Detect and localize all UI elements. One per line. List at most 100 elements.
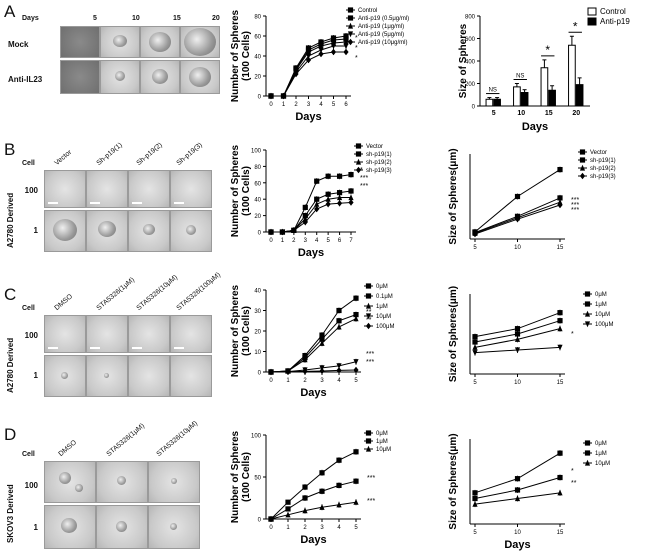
micrograph	[60, 60, 100, 94]
data-point	[348, 194, 354, 201]
y-tick-label: 0	[258, 231, 262, 237]
x-tick-label: 20	[572, 110, 580, 117]
side-label: A2780 Derived	[6, 337, 15, 393]
legend-swatch	[587, 7, 597, 16]
panel-label-d: D	[4, 425, 17, 444]
data-point	[579, 164, 586, 171]
significance-label: ***	[571, 207, 579, 214]
micrograph	[140, 26, 180, 58]
micrograph	[86, 355, 128, 397]
axis-label: (100 Cells)	[241, 166, 252, 216]
micrograph	[86, 170, 128, 208]
side-label: A2780 Derived	[6, 192, 15, 248]
data-point	[305, 53, 312, 60]
column-label: Sh-p19(3)	[175, 141, 204, 167]
data-point	[514, 495, 521, 502]
micrograph	[96, 461, 148, 503]
axis-label: (100 Cells)	[241, 452, 252, 502]
y-tick-label: 0	[472, 105, 476, 111]
data-point	[302, 204, 308, 210]
data-point	[353, 499, 359, 505]
bar	[520, 92, 529, 107]
data-point	[365, 293, 372, 299]
significance-label: NS	[489, 88, 497, 94]
data-point	[472, 339, 478, 345]
data-point	[302, 213, 308, 219]
significance-label: *	[573, 19, 578, 33]
data-point	[365, 445, 372, 452]
legend-label: 100μM	[376, 324, 394, 330]
series-line	[270, 297, 357, 373]
micrograph	[100, 60, 140, 94]
y-tick-label: 20	[254, 330, 261, 336]
y-tick-label: 30	[254, 309, 261, 315]
data-point	[584, 440, 591, 446]
data-point	[472, 230, 478, 238]
chart-b-sphere-size: 5 10 15 Vector sh-p19(1) sh-p19(2) sh-p19(3) **…	[448, 148, 616, 251]
y-tick-label: 40	[254, 55, 261, 61]
x-tick-label: 15	[557, 245, 564, 251]
data-point	[305, 48, 312, 55]
significance-label: NS	[516, 74, 524, 80]
x-tick-label: 15	[557, 530, 564, 536]
significance-label: **	[571, 480, 577, 487]
data-point	[319, 367, 325, 375]
legend-label: Vector	[590, 150, 607, 156]
data-point	[557, 201, 563, 209]
micrograph	[44, 315, 86, 353]
x-tick-label: 10	[514, 380, 521, 386]
data-point	[336, 173, 343, 179]
data-point	[355, 143, 362, 149]
legend-label: sh-p19(1)	[366, 152, 392, 158]
column-label: DMSO	[57, 439, 79, 458]
data-point	[347, 31, 354, 38]
data-point	[336, 200, 343, 207]
data-point	[472, 500, 478, 507]
legend-label: Control	[600, 7, 626, 16]
data-point	[472, 495, 478, 502]
chart-a-sphere-number: 0 20 40 60 80 0 1 2 3 4 5 6 Control Anti-p19 (0.5μg/m…	[230, 7, 409, 123]
chart-b-sphere-number: 0 20 40 60 80 100 0 1 2 3 4 5 6 7 Vector sh-p19(1) sh-p1…	[230, 143, 392, 259]
y-tick-label: 80	[254, 165, 261, 171]
data-point	[472, 490, 478, 496]
x-tick-label: 10	[514, 530, 521, 536]
legend-label: 1μM	[595, 302, 607, 308]
data-point	[514, 336, 521, 342]
data-point	[319, 332, 325, 338]
legend-label: 100μM	[595, 322, 613, 328]
x-axis-label: Days	[522, 121, 548, 133]
column-label: 5	[93, 15, 97, 22]
legend-label: 10μM	[376, 314, 391, 320]
legend-label: Vector	[366, 144, 383, 150]
data-point	[557, 450, 563, 456]
axis-label: Size of Spheres(μm)	[448, 286, 459, 382]
data-point	[318, 47, 324, 54]
micrograph	[128, 170, 170, 208]
micrograph	[60, 26, 100, 58]
data-point	[319, 488, 325, 494]
series-line	[270, 480, 357, 520]
legend-label: 1μM	[595, 451, 607, 457]
micrograph	[180, 60, 220, 94]
data-point	[302, 495, 308, 501]
data-point	[280, 92, 287, 100]
y-tick-label: 40	[254, 198, 261, 204]
panel-label-b: B	[4, 140, 16, 159]
significance-label: *	[571, 468, 574, 475]
data-point	[472, 344, 478, 350]
x-tick-label: 6	[338, 238, 342, 244]
data-point	[325, 200, 331, 208]
micrograph	[100, 26, 140, 58]
legend-label: sh-p19(2)	[590, 166, 616, 172]
data-point	[584, 459, 591, 466]
series-line	[270, 501, 357, 520]
panel-d-image-grid: Cell DMSO STA5326(1μM) STA5326(10μM) SKO…	[0, 420, 225, 555]
data-point	[472, 350, 478, 356]
column-label: Vector	[53, 148, 74, 167]
data-point	[336, 318, 342, 324]
micrograph	[148, 461, 200, 503]
micrograph	[128, 355, 170, 397]
data-point	[584, 321, 591, 328]
x-tick-label: 7	[349, 238, 353, 244]
